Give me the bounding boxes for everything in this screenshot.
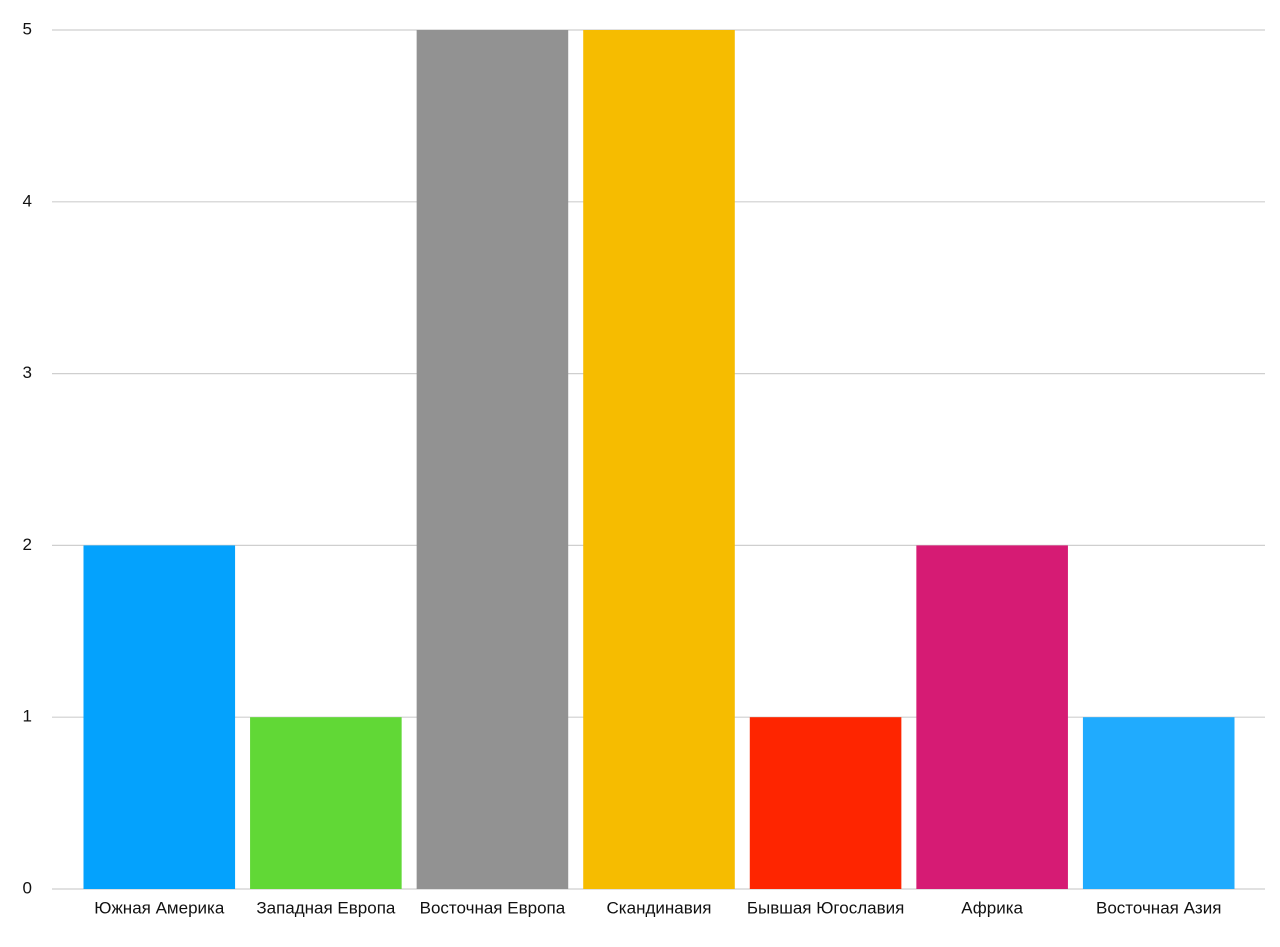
x-tick-label: Скандинавия [607, 898, 712, 917]
y-tick-label: 5 [23, 19, 32, 38]
y-tick-label: 3 [23, 363, 32, 382]
y-tick-label: 2 [23, 535, 32, 554]
bar [250, 717, 402, 889]
x-tick-label: Южная Америка [94, 898, 225, 917]
x-tick-label: Западная Европа [256, 898, 396, 917]
bar [583, 30, 735, 889]
y-tick-label: 1 [23, 707, 32, 726]
bar [1082, 717, 1235, 889]
x-tick-label: Восточная Европа [420, 898, 566, 917]
bar [749, 717, 902, 889]
y-tick-label: 0 [23, 878, 32, 897]
y-tick-label: 4 [23, 191, 32, 210]
bar [416, 30, 569, 889]
x-tick-label: Африка [961, 898, 1023, 917]
bar [83, 545, 236, 889]
x-tick-label: Бывшая Югославия [747, 898, 905, 917]
x-tick-label: Восточная Азия [1096, 898, 1221, 917]
bar [916, 545, 1068, 889]
